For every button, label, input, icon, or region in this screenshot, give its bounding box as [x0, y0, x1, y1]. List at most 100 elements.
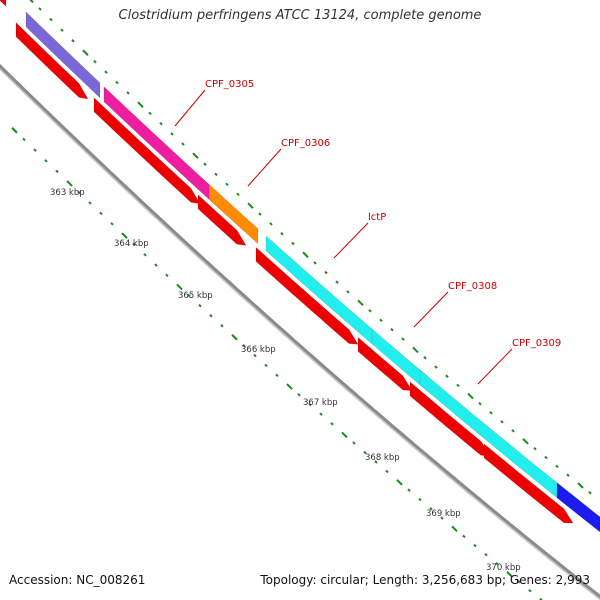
scale-label: 365 kbp	[178, 291, 213, 301]
inner-tick	[110, 222, 114, 226]
scale-label: 370 kbp	[486, 563, 521, 573]
cds-arrow[interactable]	[255, 246, 359, 345]
inner-tick	[198, 303, 202, 308]
gene-feature-cpf_0308[interactable]	[371, 328, 429, 393]
outer-tick	[357, 299, 364, 307]
gene-label-leader	[247, 148, 282, 187]
inner-tick	[165, 273, 169, 277]
inner-tick	[418, 497, 422, 502]
inner-tick	[319, 412, 323, 416]
inner-tick	[242, 343, 246, 348]
outer-tick	[82, 49, 89, 56]
gene-feature-cpf_0305[interactable]	[103, 85, 214, 204]
outer-tick	[126, 91, 130, 95]
scale-label: 364 kbp	[114, 239, 149, 249]
outer-tick	[192, 152, 199, 159]
inner-tick	[187, 293, 191, 298]
gene-label-cpf_0308[interactable]: CPF_0308	[448, 281, 497, 292]
backbone-shadow	[0, 66, 600, 600]
gene-feature-lctp[interactable]	[265, 235, 375, 347]
inner-tick	[462, 534, 466, 539]
outer-tick	[247, 202, 254, 209]
outer-tick	[390, 328, 394, 332]
outer-tick	[335, 280, 339, 284]
outer-tick	[170, 132, 174, 136]
outer-tick	[49, 17, 53, 22]
inner-tick	[99, 211, 103, 216]
gene-label-leader	[174, 89, 206, 127]
scale-label: 366 kbp	[241, 345, 276, 355]
inner-tick	[154, 263, 158, 267]
gene-label-cpf_0305[interactable]: CPF_0305	[205, 79, 254, 90]
outer-tick	[269, 222, 273, 226]
outer-tick	[38, 7, 42, 11]
gene-feature-unnamed-0[interactable]	[25, 11, 101, 99]
map-title: Clostridium perfringens ATCC 13124, comp…	[118, 8, 482, 23]
inner-tick	[473, 543, 477, 548]
inner-tick	[484, 552, 488, 557]
cds-arrow[interactable]	[197, 194, 247, 246]
inner-tick	[341, 431, 348, 439]
outer-tick	[489, 411, 493, 415]
inner-tick	[231, 334, 238, 341]
inner-tick	[407, 488, 411, 492]
cds-arrow[interactable]	[483, 443, 574, 524]
inner-tick	[330, 422, 334, 426]
genome-backbone	[0, 63, 600, 599]
inner-tick	[55, 169, 59, 174]
outer-tick	[93, 59, 97, 64]
gene-label-leader	[413, 291, 449, 328]
inner-tick	[297, 393, 301, 397]
outer-tick	[29, 0, 34, 4]
inner-tick	[22, 137, 26, 142]
gene-label-cpf_0309[interactable]: CPF_0309	[512, 338, 561, 349]
outer-tick	[225, 182, 229, 187]
inner-tick	[495, 562, 499, 566]
genome-summary: Topology: circular; Length: 3,256,683 bp…	[260, 573, 590, 587]
inner-tick	[385, 469, 389, 474]
cds-arrow[interactable]	[15, 21, 89, 100]
scale-label: 369 kbp	[426, 509, 461, 519]
outer-tick	[346, 290, 350, 294]
outer-tick	[522, 438, 529, 445]
outer-tick	[60, 28, 64, 32]
scale-label: 367 kbp	[303, 398, 338, 408]
outer-tick	[148, 111, 152, 116]
outer-tick	[258, 212, 262, 216]
inner-tick	[440, 516, 444, 520]
outer-tick	[401, 337, 405, 341]
cds-arrow[interactable]	[357, 336, 413, 391]
inner-tick	[220, 324, 224, 328]
inner-tick	[253, 353, 257, 358]
inner-tick	[429, 507, 433, 511]
outer-tick	[456, 383, 460, 388]
gene-label-lctp[interactable]: lctP	[368, 212, 386, 223]
accession-label: Accession: NC_008261	[9, 573, 146, 587]
gene-feature-partial[interactable]	[0, 0, 7, 8]
gene-feature-cpf_0306[interactable]	[208, 183, 259, 245]
outer-tick	[533, 446, 537, 451]
outer-tick	[313, 261, 317, 265]
gene-feature-unnamed-6[interactable]	[556, 482, 600, 533]
inner-tick	[396, 479, 403, 486]
inner-tick	[286, 383, 293, 390]
inner-tick	[121, 232, 128, 239]
outer-tick	[577, 482, 584, 489]
outer-tick	[588, 491, 592, 495]
gene-label-cpf_0306[interactable]: CPF_0306	[281, 138, 330, 149]
inner-tick	[77, 190, 81, 195]
gene-feature-cpf_0309[interactable]	[419, 369, 589, 524]
outer-tick	[137, 101, 144, 108]
outer-tick	[214, 172, 218, 177]
outer-tick	[555, 464, 559, 469]
outer-tick	[511, 429, 515, 433]
cds-arrow[interactable]	[93, 97, 201, 204]
outer-tick	[236, 192, 240, 196]
inner-tick	[88, 201, 92, 205]
outer-tick	[544, 455, 548, 460]
inner-tick	[517, 580, 521, 584]
outer-tick	[302, 251, 309, 258]
outer-tick	[412, 346, 419, 354]
outer-tick	[71, 39, 75, 43]
outer-tick	[280, 232, 284, 236]
